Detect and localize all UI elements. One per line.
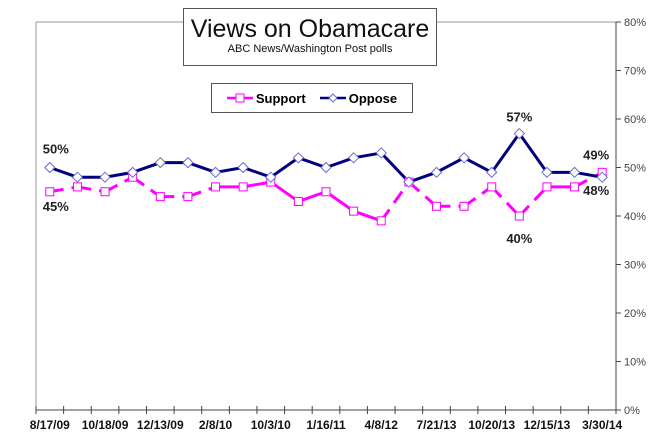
legend: Support Oppose bbox=[211, 83, 413, 113]
support-line-segment bbox=[490, 185, 521, 218]
support-point bbox=[183, 192, 193, 202]
oppose-point bbox=[375, 147, 387, 159]
support-point bbox=[45, 187, 55, 197]
oppose-point bbox=[154, 156, 166, 169]
chart-title: Views on Obamacare bbox=[190, 15, 430, 43]
x-tick-label: 2/8/10 bbox=[199, 418, 233, 432]
oppose-point bbox=[568, 166, 581, 179]
data-label: 45% bbox=[43, 199, 69, 214]
support-point bbox=[514, 211, 524, 221]
oppose-point bbox=[541, 166, 553, 179]
chart-title-box: Views on Obamacare ABC News/Washington P… bbox=[183, 8, 437, 66]
support-line-segment bbox=[77, 185, 106, 194]
x-tick-label: 3/30/14 bbox=[582, 418, 622, 432]
support-point bbox=[570, 182, 580, 192]
support-line-segment bbox=[353, 209, 382, 223]
support-line-segment bbox=[380, 181, 411, 222]
support-point bbox=[238, 182, 248, 192]
oppose-point bbox=[99, 171, 111, 183]
support-line-segment bbox=[269, 180, 300, 203]
y-tick-label: 20% bbox=[624, 308, 646, 320]
support-point bbox=[459, 201, 469, 211]
y-tick-label: 10% bbox=[624, 357, 646, 369]
x-tick-label: 12/13/09 bbox=[137, 418, 184, 432]
oppose-point bbox=[71, 171, 84, 183]
support-point bbox=[431, 201, 441, 211]
support-line-segment bbox=[104, 175, 134, 194]
x-tick-label: 4/8/12 bbox=[365, 418, 399, 432]
y-tick-label: 30% bbox=[624, 260, 646, 272]
x-tick-label: 10/3/10 bbox=[251, 418, 291, 432]
support-point bbox=[349, 206, 359, 216]
data-label: 50% bbox=[43, 142, 69, 157]
data-label: 40% bbox=[506, 231, 532, 246]
legend-item-support: Support bbox=[226, 90, 306, 106]
support-line-segment bbox=[187, 185, 217, 199]
oppose-point bbox=[430, 166, 443, 179]
support-point bbox=[321, 187, 331, 197]
oppose-point bbox=[403, 176, 415, 188]
oppose-point bbox=[486, 166, 498, 179]
x-tick-label: 10/18/09 bbox=[82, 418, 129, 432]
y-tick-label: 40% bbox=[624, 211, 646, 223]
oppose-point bbox=[458, 152, 470, 164]
x-tick-label: 10/20/13 bbox=[468, 418, 515, 432]
x-tick-label: 7/21/13 bbox=[416, 418, 456, 432]
support-line-segment bbox=[297, 190, 327, 203]
support-point bbox=[487, 182, 497, 192]
support-line-segment bbox=[131, 175, 162, 198]
support-line-segment bbox=[49, 185, 78, 194]
legend-item-oppose: Oppose bbox=[319, 90, 398, 106]
x-tick-label: 1/16/11 bbox=[306, 418, 346, 432]
support-line-segment bbox=[518, 185, 549, 218]
chart-subtitle: ABC News/Washington Post polls bbox=[227, 43, 393, 55]
oppose-point bbox=[596, 171, 608, 183]
support-line-segment bbox=[407, 180, 438, 208]
diamond-marker-icon bbox=[319, 93, 346, 103]
support-point bbox=[211, 182, 221, 192]
oppose-point bbox=[347, 152, 360, 164]
x-tick-label: 8/17/09 bbox=[30, 418, 70, 432]
oppose-point bbox=[126, 166, 139, 179]
support-line-segment bbox=[463, 185, 493, 208]
support-point bbox=[155, 192, 165, 202]
data-label: 48% bbox=[583, 183, 609, 198]
legend-label-oppose: Oppose bbox=[348, 90, 398, 106]
oppose-point bbox=[237, 161, 249, 174]
oppose-point bbox=[265, 171, 277, 183]
oppose-point bbox=[292, 152, 305, 164]
support-line-segment bbox=[325, 190, 355, 213]
oppose-point bbox=[44, 161, 56, 174]
legend-label-support: Support bbox=[255, 90, 306, 106]
square-marker-icon bbox=[226, 93, 253, 103]
support-line-segment bbox=[242, 180, 272, 189]
support-point bbox=[100, 187, 110, 197]
y-tick-label: 70% bbox=[624, 66, 646, 78]
x-tick-label: 12/15/13 bbox=[524, 418, 571, 432]
y-tick-label: 50% bbox=[624, 163, 646, 175]
support-point bbox=[72, 182, 82, 192]
oppose-point bbox=[209, 166, 222, 179]
oppose-point bbox=[320, 161, 332, 174]
support-point bbox=[376, 216, 386, 226]
data-label: 49% bbox=[583, 147, 609, 162]
data-label: 57% bbox=[506, 110, 532, 125]
support-line-segment bbox=[573, 171, 603, 189]
support-point bbox=[542, 182, 552, 192]
support-point bbox=[293, 196, 303, 206]
y-tick-label: 60% bbox=[624, 114, 646, 126]
oppose-point bbox=[513, 127, 526, 140]
oppose-point bbox=[182, 156, 194, 169]
y-tick-label: 80% bbox=[624, 17, 646, 29]
y-tick-label: 0% bbox=[624, 405, 640, 417]
